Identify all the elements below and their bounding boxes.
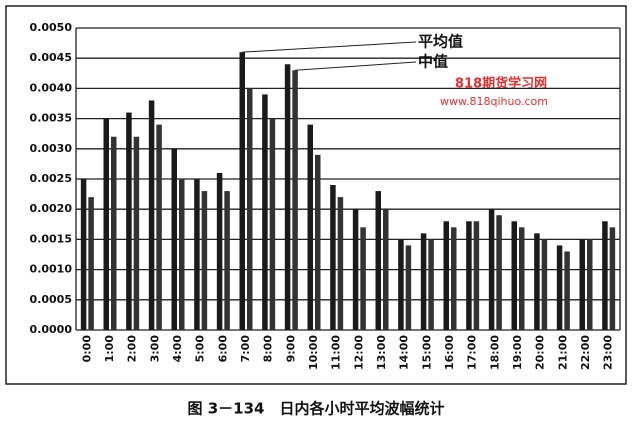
x-tick-label: 16:00 <box>443 335 456 370</box>
bar <box>224 191 230 330</box>
bar <box>148 100 155 330</box>
bar <box>579 239 585 330</box>
bar <box>405 245 412 330</box>
leader-line <box>242 41 417 53</box>
bar <box>541 239 548 330</box>
x-tick-label: 3:00 <box>148 335 161 363</box>
bar <box>587 239 593 330</box>
bar <box>171 148 177 330</box>
x-tick-label: 10:00 <box>307 335 320 370</box>
caption: 图 3－134 日内各小时平均波幅统计 <box>188 400 445 418</box>
bar <box>307 124 313 330</box>
x-tick-label: 8:00 <box>262 335 275 363</box>
x-tick-label: 7:00 <box>239 335 252 363</box>
bar <box>609 227 616 330</box>
x-tick-label: 19:00 <box>511 335 524 370</box>
bar <box>216 172 223 330</box>
y-tick-label: 0.0030 <box>30 142 73 155</box>
bar <box>451 227 457 330</box>
bar <box>292 70 298 330</box>
bar <box>80 179 87 330</box>
bar <box>488 209 495 330</box>
x-tick-label: 18:00 <box>488 335 501 370</box>
x-tick-label: 13:00 <box>375 335 388 370</box>
x-tick-label: 2:00 <box>126 335 139 363</box>
bar <box>564 251 570 330</box>
bar <box>398 239 404 330</box>
bar <box>262 94 268 330</box>
x-tick-label: 5:00 <box>194 335 207 363</box>
bar <box>602 221 608 330</box>
x-tick-label: 6:00 <box>216 335 229 363</box>
bar <box>111 136 117 330</box>
y-tick-label: 0.0020 <box>30 202 73 215</box>
bar <box>511 221 517 330</box>
x-tick-label: 20:00 <box>534 335 547 370</box>
y-tick-label: 0.0015 <box>30 232 72 245</box>
y-tick-label: 0.0000 <box>30 323 73 336</box>
bar <box>443 221 449 330</box>
x-tick-label: 14:00 <box>398 335 411 370</box>
bar <box>315 154 321 330</box>
y-tick-label: 0.0025 <box>30 172 72 185</box>
x-tick-label: 12:00 <box>352 335 365 370</box>
bar <box>420 233 427 330</box>
bar <box>194 179 200 330</box>
x-tick-label: 0:00 <box>80 335 93 363</box>
x-tick-label: 22:00 <box>579 335 592 370</box>
x-tick-label: 11:00 <box>330 335 343 370</box>
bar <box>133 136 140 330</box>
bar <box>360 227 366 330</box>
x-tick-label: 17:00 <box>466 335 479 370</box>
bar <box>383 209 389 330</box>
x-tick-label: 1:00 <box>103 335 116 363</box>
bar <box>375 191 381 330</box>
bar <box>466 221 472 330</box>
x-tick-label: 21:00 <box>556 335 569 370</box>
chart-frame <box>5 5 627 385</box>
bar <box>201 191 208 330</box>
bar <box>352 209 359 330</box>
x-tick-label: 23:00 <box>602 335 615 370</box>
x-tick-label: 9:00 <box>284 335 297 363</box>
y-tick-label: 0.0045 <box>30 51 72 64</box>
bar <box>239 52 245 330</box>
bar <box>473 221 480 330</box>
bar <box>88 197 94 330</box>
x-tick-label: 15:00 <box>420 335 433 370</box>
watermark: www.818qihuo.com <box>440 95 548 108</box>
bar <box>534 233 540 330</box>
leader-line <box>295 61 417 71</box>
bar <box>496 215 502 330</box>
bar <box>428 239 434 330</box>
bar <box>284 64 291 331</box>
bar <box>103 118 109 330</box>
watermark: 818期货学习网 <box>455 76 547 92</box>
bar <box>337 197 344 330</box>
bar <box>247 88 253 331</box>
bar <box>556 245 563 330</box>
bar <box>330 185 336 330</box>
y-tick-label: 0.0010 <box>30 263 73 276</box>
bar <box>269 118 276 330</box>
y-tick-label: 0.0040 <box>30 81 73 94</box>
y-tick-label: 0.0005 <box>30 293 72 306</box>
y-tick-label: 0.0035 <box>30 112 72 125</box>
bar <box>126 112 132 330</box>
bar <box>179 179 185 330</box>
bar <box>519 227 525 330</box>
bar <box>156 124 162 330</box>
y-tick-label: 0.0050 <box>30 21 73 34</box>
x-tick-label: 4:00 <box>171 335 184 363</box>
legend-label: 平均值 <box>418 33 463 51</box>
legend-label: 中值 <box>418 53 448 71</box>
